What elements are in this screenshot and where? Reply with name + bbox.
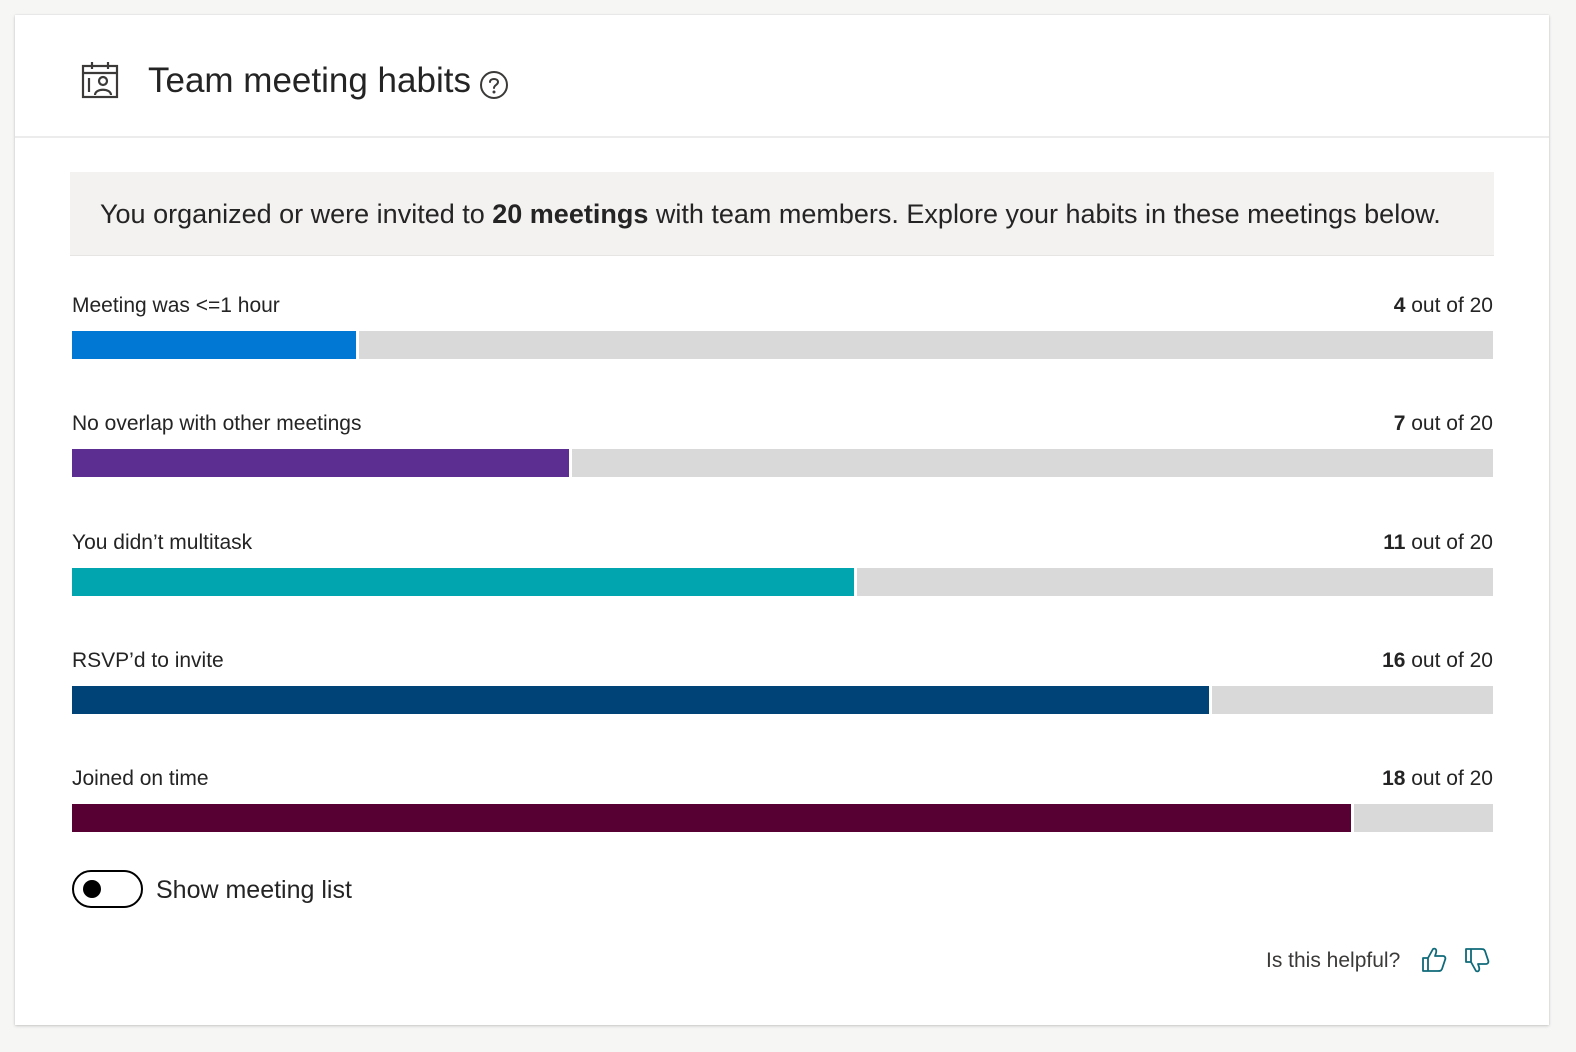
metric-row: No overlap with other meetings 7 out of …	[72, 411, 1493, 483]
progress-bar	[72, 449, 1493, 477]
progress-bar	[72, 686, 1493, 714]
show-meeting-list-toggle[interactable]	[72, 870, 143, 908]
progress-bar-fill	[72, 686, 1209, 714]
progress-bar-remainder	[1211, 686, 1493, 714]
metric-count-suffix: out of 20	[1405, 412, 1493, 435]
progress-bar	[72, 331, 1493, 359]
thumbs-up-icon[interactable]	[1420, 945, 1448, 975]
metric-row: You didn’t multitask 11 out of 20	[72, 530, 1493, 602]
thumbs-down-icon[interactable]	[1463, 945, 1491, 975]
metric-count: 11 out of 20	[1383, 530, 1493, 556]
metric-label: You didn’t multitask	[72, 531, 253, 554]
progress-bar-fill	[72, 568, 854, 596]
summary-banner: You organized or were invited to 20 meet…	[70, 172, 1494, 256]
summary-text: You organized or were invited to 20 meet…	[100, 196, 1441, 232]
metric-count-value: 4	[1393, 294, 1406, 317]
metric-count: 16 out of 20	[1382, 648, 1493, 674]
progress-bar-fill	[72, 449, 570, 477]
metric-row: Meeting was <=1 hour 4 out of 20	[72, 293, 1493, 365]
metric-count-suffix: out of 20	[1405, 767, 1493, 790]
meeting-calendar-icon	[81, 61, 121, 99]
summary-meeting-count: 20 meetings	[492, 199, 649, 229]
progress-bar-remainder	[572, 449, 1493, 477]
metric-label: RSVP’d to invite	[72, 649, 224, 672]
card-header: Team meeting habits	[15, 15, 1549, 138]
feedback-prompt: Is this helpful?	[1266, 949, 1401, 972]
metric-count-suffix: out of 20	[1405, 649, 1493, 672]
metric-count: 18 out of 20	[1382, 766, 1493, 792]
progress-bar-remainder	[1353, 804, 1493, 832]
metric-count-value: 11	[1383, 531, 1406, 554]
question-circle-icon[interactable]	[479, 70, 509, 100]
toggle-knob	[83, 880, 101, 898]
metric-count: 7 out of 20	[1394, 411, 1493, 437]
team-meeting-habits-card: Team meeting habits You organized or wer…	[15, 15, 1549, 1025]
metric-label: No overlap with other meetings	[72, 412, 362, 435]
progress-bar	[72, 568, 1493, 596]
metric-count-suffix: out of 20	[1405, 531, 1493, 554]
metric-row: Joined on time 18 out of 20	[72, 766, 1493, 838]
summary-prefix: You organized or were invited to	[100, 199, 493, 229]
progress-bar-remainder	[359, 331, 1493, 359]
metric-label: Joined on time	[72, 767, 209, 790]
progress-bar	[72, 804, 1493, 832]
metric-row: RSVP’d to invite 16 out of 20	[72, 648, 1493, 720]
page-title: Team meeting habits	[148, 61, 471, 100]
metric-count-value: 16	[1382, 649, 1406, 672]
metric-count-value: 7	[1393, 412, 1406, 435]
summary-suffix: with team members. Explore your habits i…	[648, 199, 1441, 229]
progress-bar-fill	[72, 331, 357, 359]
toggle-label[interactable]: Show meeting list	[156, 876, 352, 904]
metric-label: Meeting was <=1 hour	[72, 294, 280, 317]
progress-bar-remainder	[856, 568, 1493, 596]
metric-count: 4 out of 20	[1394, 293, 1493, 319]
progress-bar-fill	[72, 804, 1351, 832]
metric-count-value: 18	[1382, 767, 1406, 790]
metric-count-suffix: out of 20	[1405, 294, 1493, 317]
